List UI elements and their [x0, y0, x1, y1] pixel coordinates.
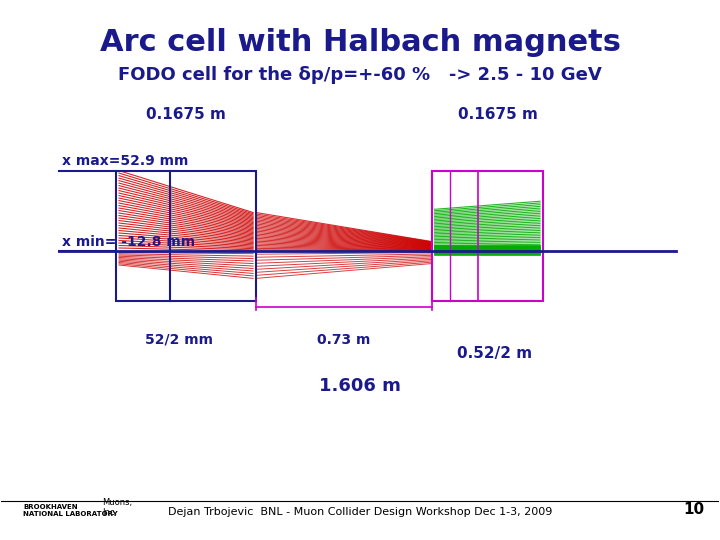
Text: 1.606 m: 1.606 m — [319, 377, 401, 395]
Text: Arc cell with Halbach magnets: Arc cell with Halbach magnets — [99, 28, 621, 57]
Text: 0.52/2 m: 0.52/2 m — [457, 346, 532, 361]
Text: Muons,
Inc.: Muons, Inc. — [102, 498, 132, 517]
Text: 0.1675 m: 0.1675 m — [458, 107, 538, 122]
Text: FODO cell for the δp/p=+-60 %   -> 2.5 - 10 GeV: FODO cell for the δp/p=+-60 % -> 2.5 - 1… — [118, 66, 602, 84]
Text: 0.73 m: 0.73 m — [318, 333, 371, 347]
Text: Dejan Trbojevic  BNL - Muon Collider Design Workshop Dec 1-3, 2009: Dejan Trbojevic BNL - Muon Collider Desi… — [168, 507, 552, 517]
Text: BROOKHAVEN
NATIONAL LABORATORY: BROOKHAVEN NATIONAL LABORATORY — [23, 504, 117, 517]
Text: 52/2 mm: 52/2 mm — [145, 333, 213, 347]
Text: x min= -12.8 mm: x min= -12.8 mm — [63, 235, 195, 249]
Text: 10: 10 — [683, 502, 704, 517]
Text: 0.1675 m: 0.1675 m — [146, 107, 226, 122]
Text: x max=52.9 mm: x max=52.9 mm — [63, 154, 189, 168]
